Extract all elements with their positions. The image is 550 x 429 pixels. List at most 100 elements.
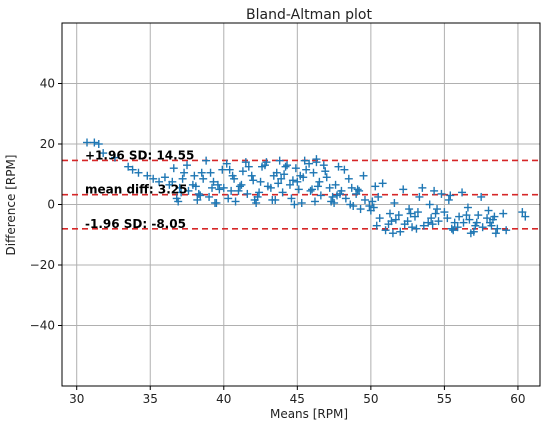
y-tick-label: 0	[47, 198, 55, 212]
data-point	[455, 212, 464, 221]
data-point	[290, 200, 299, 209]
data-point	[255, 188, 264, 197]
data-point	[410, 212, 419, 221]
data-point	[347, 183, 356, 192]
data-point	[319, 161, 328, 170]
data-point	[449, 226, 458, 235]
data-point	[446, 191, 455, 200]
data-point	[385, 209, 394, 218]
data-point	[444, 195, 453, 204]
data-point	[465, 215, 474, 224]
data-point	[197, 168, 206, 177]
x-tick-label: 30	[69, 392, 84, 406]
data-point	[478, 223, 487, 232]
data-point	[262, 158, 271, 167]
data-point	[155, 177, 164, 186]
y-tick-label: 20	[40, 137, 55, 151]
data-point	[310, 197, 319, 206]
data-point	[300, 156, 309, 165]
data-point	[222, 159, 231, 168]
data-point	[218, 165, 227, 174]
data-point	[128, 165, 137, 174]
data-point	[447, 224, 456, 233]
data-point	[483, 214, 492, 223]
data-point	[493, 224, 502, 233]
data-point	[280, 170, 289, 179]
data-point	[330, 198, 339, 207]
data-point	[462, 211, 471, 220]
data-point	[355, 186, 364, 195]
data-point	[443, 214, 452, 223]
y-axis-label: Difference [RPM]	[4, 155, 18, 256]
data-point	[241, 158, 250, 167]
data-point	[169, 164, 178, 173]
data-point	[381, 226, 390, 235]
data-point	[184, 186, 193, 195]
data-point	[225, 165, 234, 174]
data-point	[308, 185, 317, 194]
data-point	[405, 205, 414, 214]
data-point	[396, 227, 405, 236]
data-point	[372, 221, 381, 230]
data-point	[178, 174, 187, 183]
reference-label: -1.96 SD: -8.05	[85, 217, 186, 231]
data-point	[183, 161, 192, 170]
data-point	[208, 183, 217, 192]
data-point	[388, 229, 397, 238]
data-point	[244, 162, 253, 171]
data-point	[205, 192, 214, 201]
data-point	[196, 191, 205, 200]
data-point	[484, 206, 493, 215]
reference-label: mean diff: 3.25	[85, 183, 187, 197]
data-point	[369, 203, 378, 212]
data-point	[315, 177, 324, 186]
reference-annotations: +1.96 SD: 14.55 mean diff: 3.25 -1.96 SD: …	[85, 148, 194, 230]
data-point	[374, 192, 383, 201]
data-point	[278, 188, 287, 197]
data-point	[403, 217, 412, 226]
data-point	[291, 164, 300, 173]
data-point	[356, 205, 365, 214]
data-point	[168, 177, 177, 186]
data-point	[234, 186, 243, 195]
data-point	[99, 149, 108, 158]
data-point	[302, 165, 311, 174]
data-point	[177, 188, 186, 197]
data-point	[143, 171, 152, 180]
data-point	[433, 205, 442, 214]
data-point	[413, 208, 422, 217]
data-point	[450, 218, 459, 227]
data-point	[349, 202, 358, 211]
data-point	[202, 156, 211, 165]
data-point	[206, 168, 215, 177]
data-point	[210, 198, 219, 207]
data-point	[415, 192, 424, 201]
y-tick-label: −20	[30, 258, 55, 272]
data-point	[134, 168, 143, 177]
data-point	[243, 189, 252, 198]
data-point	[285, 180, 294, 189]
data-point	[213, 180, 222, 189]
data-point	[175, 183, 184, 192]
data-point	[235, 182, 244, 191]
data-point	[458, 188, 467, 197]
data-point	[466, 229, 475, 238]
data-point	[219, 183, 228, 192]
y-tick-label: −40	[30, 319, 55, 333]
data-point	[249, 176, 258, 185]
data-point	[237, 180, 246, 189]
data-point	[490, 212, 499, 221]
data-point	[256, 177, 265, 186]
data-point	[424, 218, 433, 227]
data-point	[287, 194, 296, 203]
data-point	[463, 203, 472, 212]
data-point	[502, 226, 511, 235]
data-point	[316, 191, 325, 200]
data-point	[471, 221, 480, 230]
reference-label: +1.96 SD: 14.55	[85, 148, 194, 162]
data-point	[521, 212, 530, 221]
data-point	[334, 162, 343, 171]
data-point	[283, 161, 292, 170]
data-point	[419, 221, 428, 230]
data-point	[391, 215, 400, 224]
